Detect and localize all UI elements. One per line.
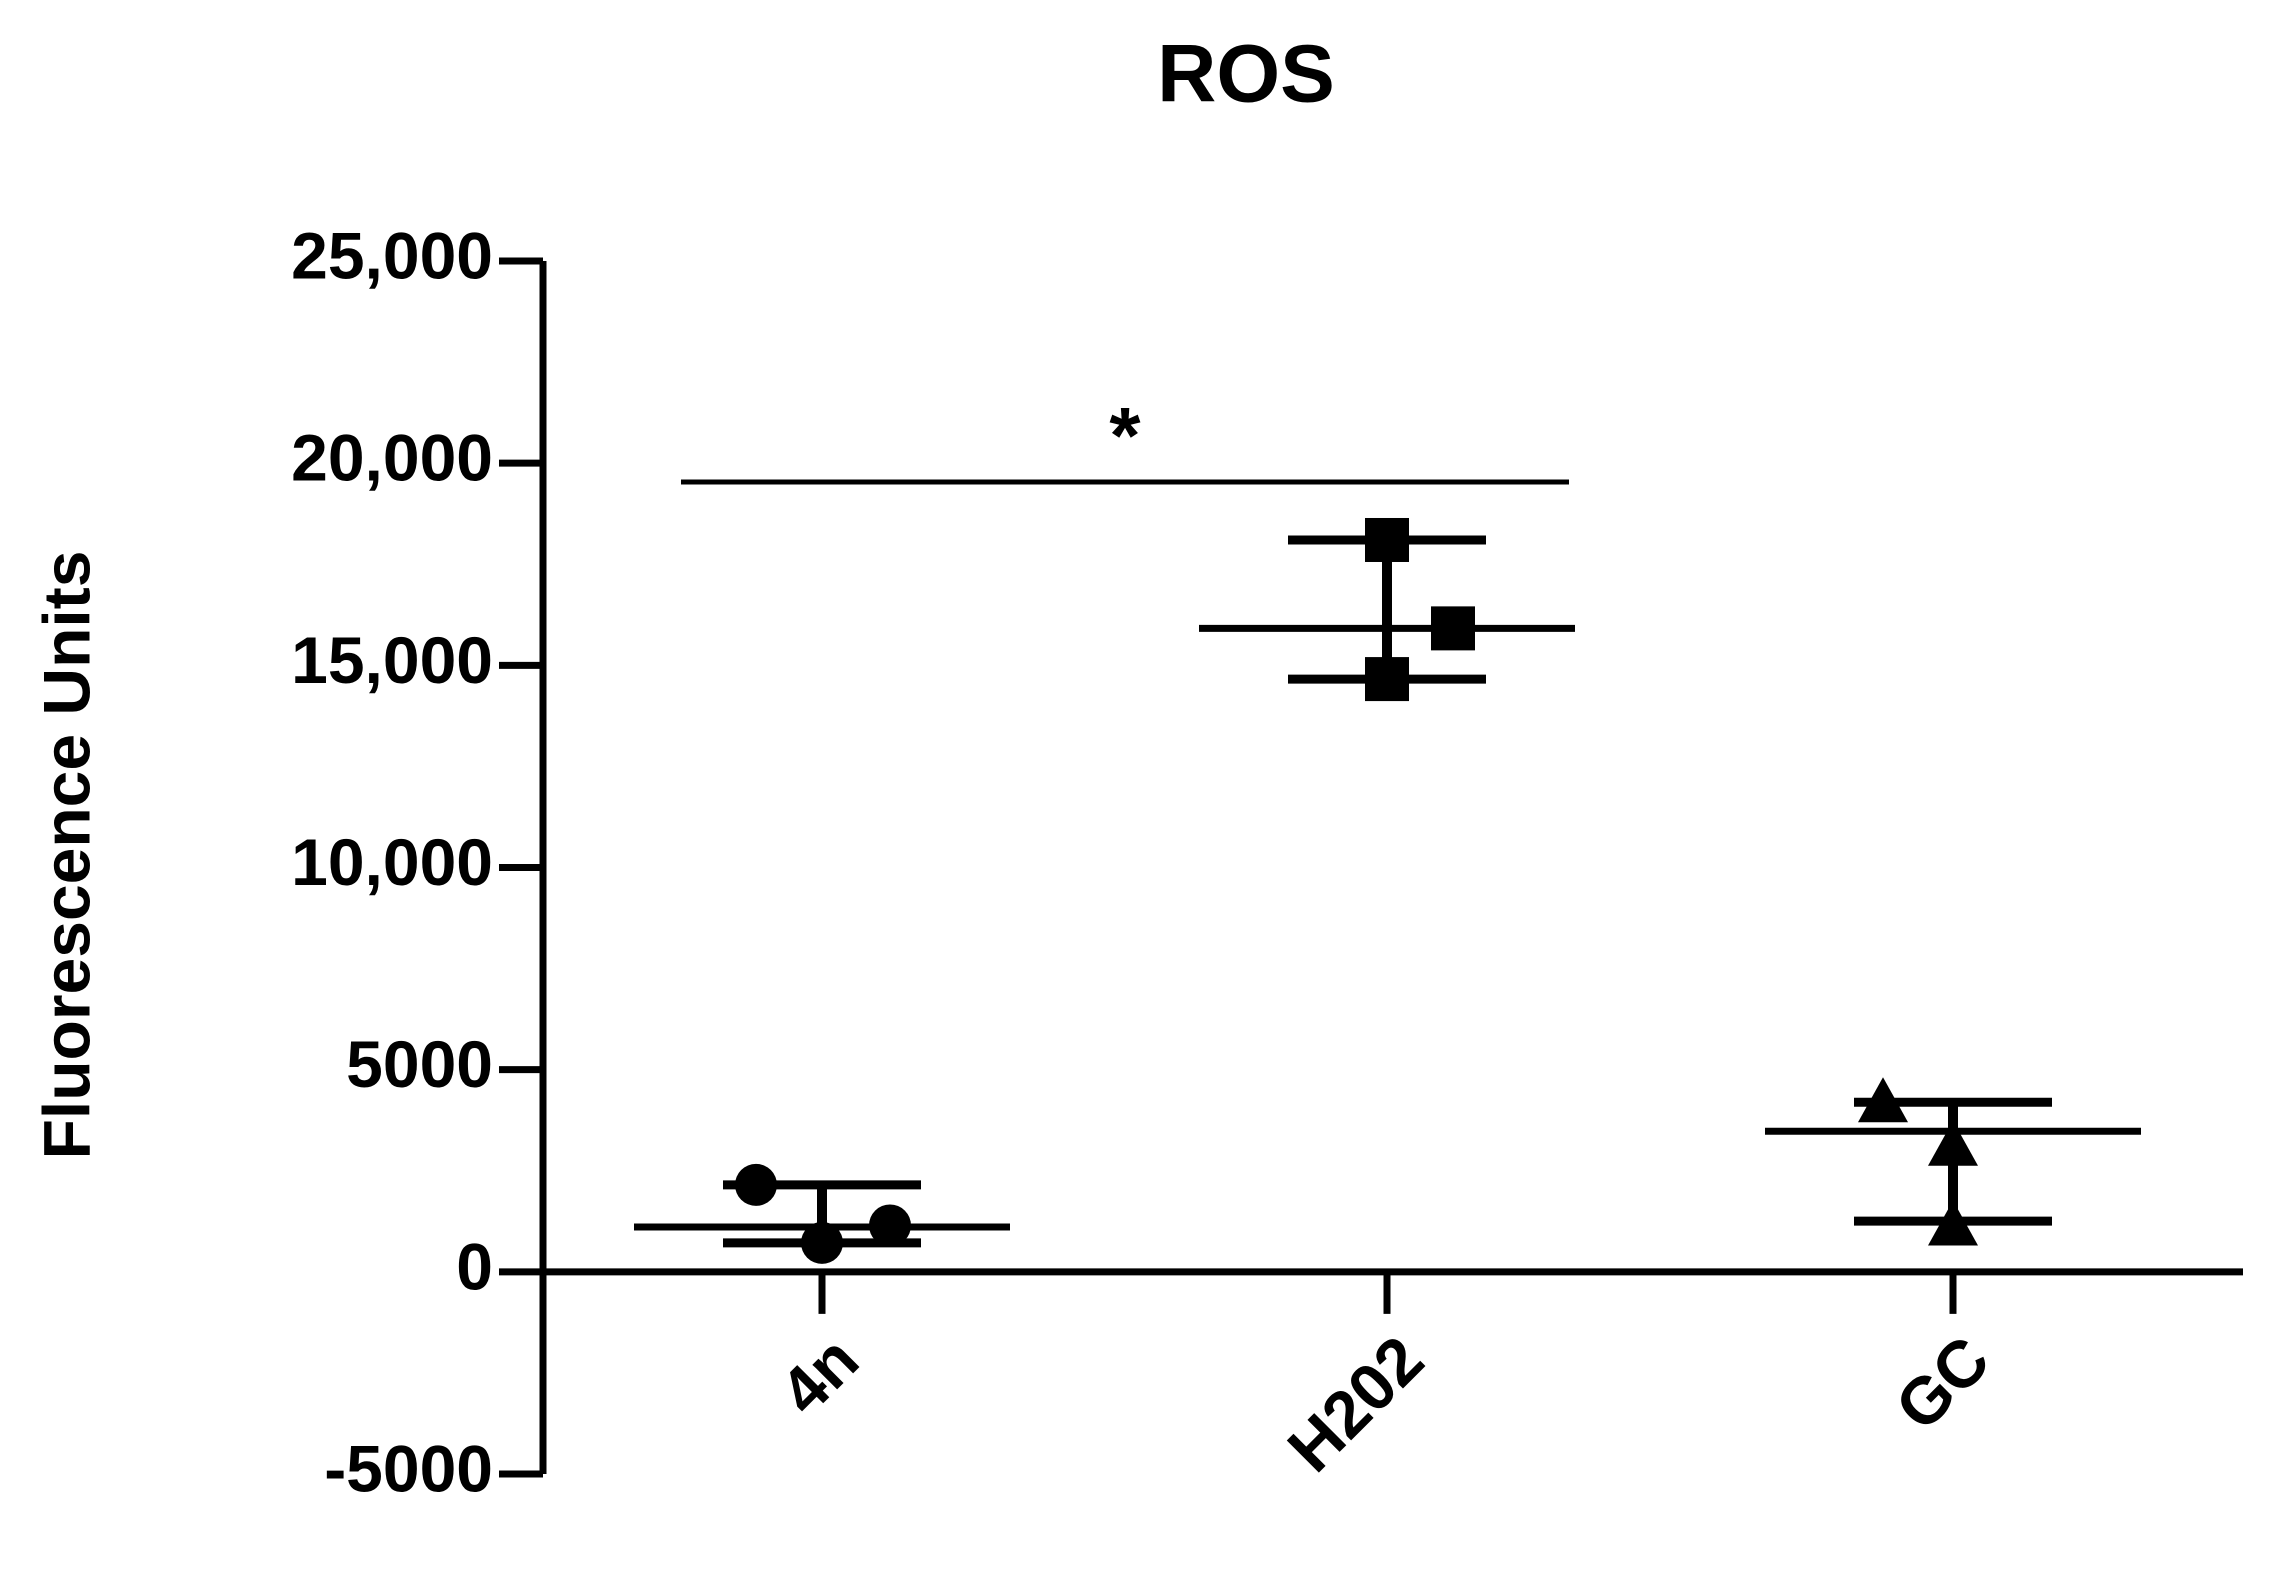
y-tick-label: -5000 [324, 1431, 493, 1505]
data-point [735, 1163, 777, 1206]
data-point [801, 1221, 843, 1264]
data-point [1928, 1200, 1978, 1246]
data-point [1365, 517, 1409, 562]
x-tick-label: 4n [765, 1322, 872, 1429]
chart-title: ROS [1157, 29, 1335, 120]
data-point [1365, 657, 1409, 702]
data-point [1431, 606, 1475, 651]
data-point [1928, 1120, 1978, 1166]
y-tick-label: 10,000 [291, 825, 493, 899]
data-point [1858, 1077, 1908, 1123]
data-point [869, 1204, 911, 1247]
y-tick-label: 0 [456, 1229, 493, 1303]
y-tick-label: 5000 [346, 1027, 493, 1101]
y-axis-label: Fluorescence Units [29, 551, 103, 1160]
x-tick-label: H202 [1273, 1322, 1437, 1486]
significance-label: * [1109, 391, 1141, 480]
y-tick-label: 20,000 [291, 421, 493, 495]
y-tick-label: 25,000 [291, 218, 493, 292]
y-tick-label: 15,000 [291, 623, 493, 697]
x-tick-label: GC [1881, 1322, 2003, 1444]
